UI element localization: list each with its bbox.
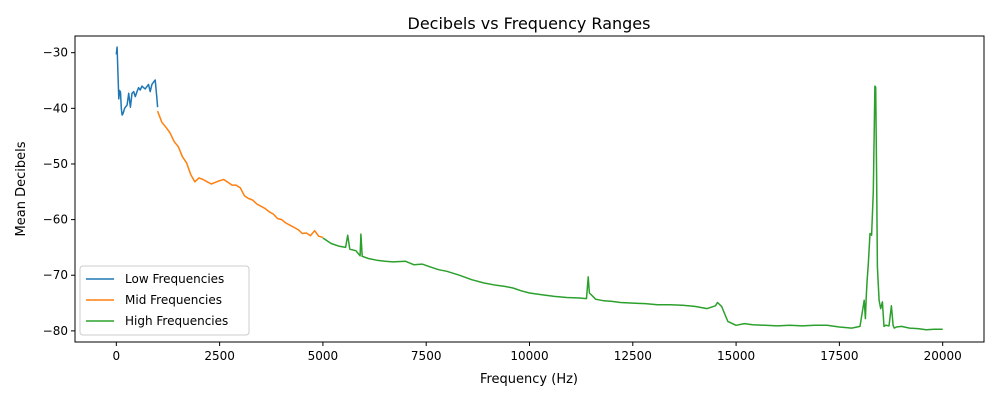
y-axis: −30 −40 −50 −60 −70 −80 <box>43 46 75 338</box>
series-line-1 <box>115 46 159 116</box>
y-tick-label: −50 <box>43 157 68 171</box>
y-tick-label: −70 <box>43 268 68 282</box>
y-tick-label: −80 <box>43 324 68 338</box>
legend-label: Low Frequencies <box>125 272 224 286</box>
x-tick-label: 0 <box>112 349 120 363</box>
series-line-2 <box>156 110 324 239</box>
y-tick-label: −60 <box>43 213 68 227</box>
x-tick-label: 2500 <box>204 349 235 363</box>
x-tick-label: 12500 <box>614 349 652 363</box>
legend-label: Mid Frequencies <box>125 293 222 307</box>
series-line-3 <box>322 85 943 331</box>
x-tick-label: 17500 <box>820 349 858 363</box>
chart-title: Decibels vs Frequency Ranges <box>408 14 651 33</box>
legend-label: High Frequencies <box>125 314 228 328</box>
x-tick-label: 15000 <box>717 349 755 363</box>
x-tick-label: 10000 <box>510 349 548 363</box>
x-axis: 0 2500 5000 7500 10000 12500 15000 17500 20000 <box>112 342 962 363</box>
x-tick-label: 5000 <box>308 349 339 363</box>
x-tick-label: 7500 <box>411 349 442 363</box>
legend-frame <box>79 265 250 336</box>
legend: Low Frequencies Mid Frequencies High Frequ… <box>79 265 250 336</box>
x-axis-label: Frequency (Hz) <box>480 372 578 387</box>
y-tick-label: −30 <box>43 46 68 60</box>
y-tick-label: −40 <box>43 101 68 115</box>
y-axis-label: Mean Decibels <box>14 141 29 236</box>
x-tick-label: 20000 <box>924 349 962 363</box>
series-layer <box>115 46 943 331</box>
